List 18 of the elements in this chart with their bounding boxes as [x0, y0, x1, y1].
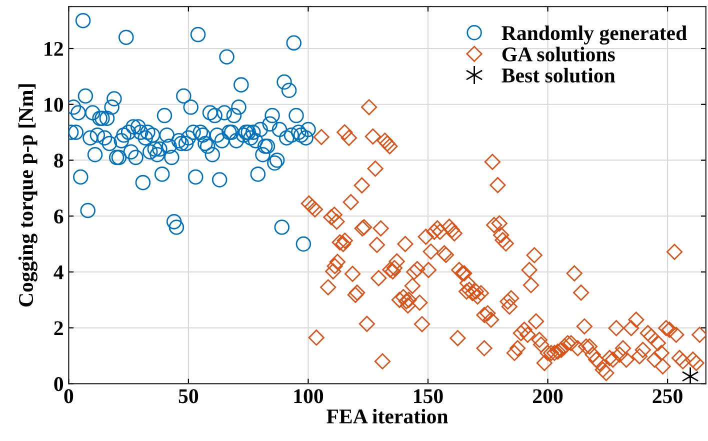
legend-label: Randomly generated: [502, 25, 687, 45]
y-tick-label: 4: [54, 265, 64, 280]
x-tick-label: 250: [652, 389, 682, 404]
y-tick-label: 6: [54, 210, 64, 224]
x-tick-label: 100: [294, 389, 324, 404]
y-tick-label: 8: [54, 154, 64, 168]
x-tick-label: 200: [533, 389, 563, 404]
x-axis-title: FEA iteration: [326, 408, 448, 424]
legend-label: Best solution: [502, 68, 616, 83]
y-tick-label: 10: [44, 98, 64, 112]
y-tick-label: 0: [54, 377, 64, 392]
y-axis-title: Cogging torque p-p [Nm]: [18, 84, 38, 306]
y-tick-label: 12: [44, 42, 63, 56]
x-tick-label: 50: [178, 389, 198, 404]
y-tick-label: 2: [54, 321, 63, 336]
x-tick-label: 150: [414, 389, 443, 404]
x-tick-label: 0: [64, 389, 74, 404]
legend-label: GA solutions: [502, 46, 615, 62]
